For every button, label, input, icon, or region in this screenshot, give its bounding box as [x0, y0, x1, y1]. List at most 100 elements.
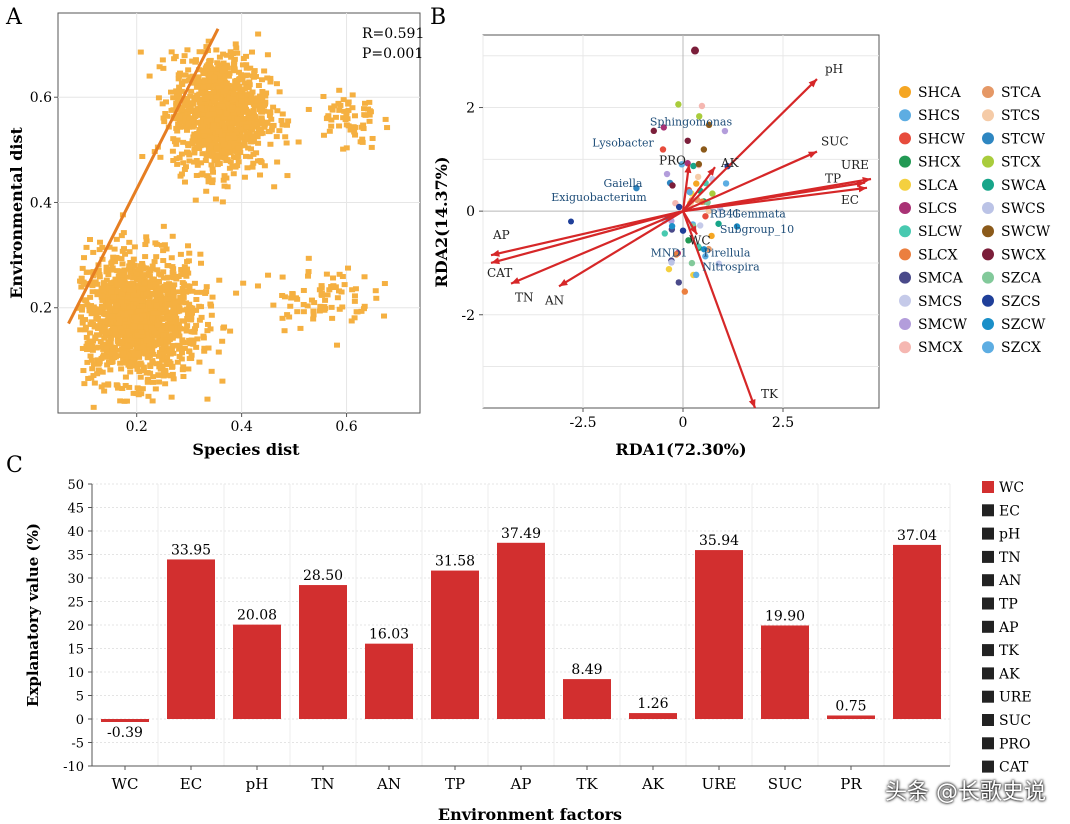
scatter-point: [263, 90, 270, 96]
scatter-point: [162, 309, 169, 315]
scatter-point: [122, 355, 129, 361]
scatter-point: [231, 135, 238, 141]
scatter-point: [193, 138, 200, 144]
scatter-point: [145, 271, 152, 277]
sample-point: [665, 265, 673, 273]
scatter-point: [305, 255, 312, 261]
scatter-point: [140, 368, 147, 374]
scatter-point: [245, 111, 252, 117]
scatter-point: [126, 333, 133, 339]
scatter-point: [102, 284, 109, 290]
x-tick-label: 0.4: [230, 419, 252, 435]
bar-value-label: 33.95: [171, 542, 211, 558]
scatter-point: [112, 302, 119, 308]
scatter-point: [283, 140, 290, 146]
taxon-label: Exiguobacterium: [551, 191, 647, 204]
scatter-point: [261, 163, 268, 169]
scatter-point: [237, 149, 244, 155]
scatter-point: [345, 99, 352, 105]
sample-point: [702, 253, 709, 260]
scatter-point: [169, 264, 176, 270]
scatter-point: [170, 289, 177, 295]
scatter-point: [235, 113, 242, 119]
scatter-point: [284, 173, 291, 179]
scatter-point: [190, 80, 197, 86]
legend-swatch: [899, 248, 911, 261]
scatter-point: [197, 251, 204, 257]
env-label: WC: [689, 233, 711, 247]
scatter-point: [112, 332, 119, 338]
scatter-point: [124, 298, 131, 304]
scatter-point: [257, 158, 264, 164]
scatter-point: [150, 351, 157, 357]
scatter-point: [199, 151, 206, 157]
scatter-point: [231, 56, 238, 62]
scatter-point: [136, 289, 143, 295]
scatter-point: [176, 353, 183, 359]
scatter-point: [239, 62, 246, 68]
scatter-point: [201, 348, 208, 354]
env-arrow: [682, 166, 716, 212]
scatter-point: [186, 349, 193, 355]
scatter-point: [358, 308, 365, 314]
scatter-point: [186, 356, 193, 362]
scatter-point: [332, 114, 339, 120]
scatter-point: [218, 89, 225, 95]
scatter-point: [264, 52, 271, 58]
scatter-point: [124, 337, 131, 343]
env-label: pH: [825, 62, 843, 76]
scatter-point: [193, 158, 200, 164]
bar: [431, 570, 479, 719]
scatter-point: [147, 364, 154, 370]
scatter-point: [105, 283, 112, 289]
scatter-point: [89, 366, 96, 372]
scatter-point: [193, 289, 200, 295]
scatter-point: [115, 385, 122, 391]
legend-swatch: [982, 644, 994, 657]
scatter-point: [198, 172, 205, 178]
scatter-point: [204, 94, 211, 100]
scatter-point: [203, 188, 210, 194]
scatter-point: [254, 98, 261, 104]
scatter-point: [173, 156, 180, 162]
scatter-point: [179, 280, 186, 286]
scatter-point: [208, 312, 215, 318]
scatter-point: [121, 267, 128, 273]
scatter-point: [130, 288, 137, 294]
scatter-point: [188, 310, 195, 316]
scatter-point: [83, 297, 90, 303]
sample-point: [700, 146, 708, 153]
scatter-point: [244, 130, 251, 136]
scatter-point: [149, 333, 156, 339]
scatter-point: [117, 347, 124, 353]
scatter-point: [147, 283, 154, 289]
bar: [233, 624, 281, 719]
scatter-point: [179, 119, 186, 125]
scatter-point: [77, 327, 84, 333]
scatter-point: [182, 164, 189, 170]
scatter-point: [181, 345, 188, 351]
taxon-label: Lysobacter: [592, 136, 654, 149]
scatter-point: [219, 199, 226, 205]
scatter-point: [130, 349, 137, 355]
scatter-point: [157, 154, 164, 160]
scatter-point: [242, 80, 249, 86]
scatter-point: [175, 329, 182, 335]
scatter-point: [230, 110, 237, 116]
scatter-point: [162, 315, 169, 321]
scatter-point: [136, 386, 143, 392]
scatter-point: [266, 109, 273, 115]
scatter-point: [209, 142, 216, 148]
scatter-point: [185, 143, 192, 149]
scatter-point: [228, 54, 235, 60]
scatter-point: [310, 308, 317, 314]
scatter-point: [86, 338, 93, 344]
scatter-point: [225, 120, 232, 126]
scatter-point: [194, 336, 201, 342]
scatter-point: [164, 113, 171, 119]
scatter-point: [102, 312, 109, 318]
scatter-point: [151, 259, 158, 265]
scatter-point: [124, 328, 131, 334]
legend-label: SHCW: [918, 131, 966, 147]
